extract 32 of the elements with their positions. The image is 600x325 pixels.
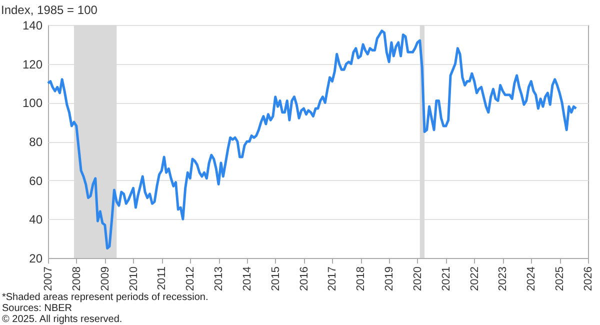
- x-tick-label: 2010: [128, 266, 140, 291]
- x-tick-label: 2008: [70, 266, 83, 291]
- y-tick-label: 140: [22, 18, 43, 32]
- y-tick-label: 20: [29, 252, 43, 266]
- text: © 2025. All rights reserved.: [2, 314, 122, 325]
- x-tick-label: 2024: [526, 266, 538, 291]
- x-tick-label: 2009: [99, 266, 112, 291]
- y-tick-label: 80: [29, 135, 43, 149]
- x-tick-label: 2025: [554, 266, 566, 291]
- line-series: [46, 30, 578, 250]
- x-tick-label: 2021: [440, 266, 452, 291]
- x-tick-label: 2016: [298, 266, 310, 291]
- y-axis-title: Index, 1985 = 100: [1, 3, 98, 17]
- x-tick-label: 2015: [270, 266, 282, 291]
- x-tick-label: 2023: [497, 266, 510, 291]
- x-tick-label: 2017: [326, 266, 339, 291]
- x-tick-label: 2011: [156, 266, 168, 290]
- x-tick-label: 2012: [184, 266, 197, 291]
- x-tick-label: 2013: [213, 266, 226, 291]
- y-tick-label: 40: [29, 212, 43, 227]
- y-tick-label: 120: [22, 57, 43, 72]
- y-tick-label: 60: [29, 174, 43, 188]
- x-tick-label: 2019: [384, 266, 396, 291]
- x-tick-label: 2014: [241, 266, 254, 291]
- x-tick-label: 2018: [355, 266, 368, 291]
- x-tick-label: 2007: [42, 266, 54, 291]
- x-tick-label: 2022: [468, 266, 481, 291]
- source-note: Sources: NBER: [2, 303, 72, 314]
- x-tick-label: 2020: [412, 266, 424, 291]
- y-tick-label: 100: [22, 96, 43, 110]
- x-tick-label: 2026: [582, 266, 594, 291]
- text: *Shaded areas represent periods of recession.: [2, 292, 208, 303]
